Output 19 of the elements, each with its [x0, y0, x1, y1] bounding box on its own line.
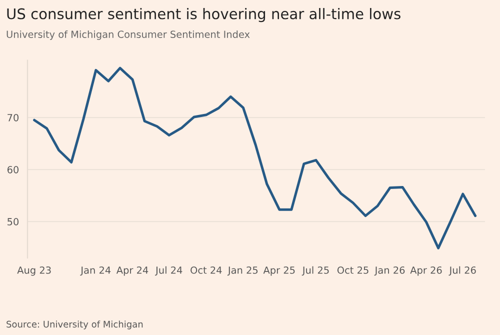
chart-title: US consumer sentiment is hovering near all-time lows: [7, 8, 400, 22]
y-tick-label: 70: [8, 114, 19, 122]
x-tick-label: Apr 24: [116, 266, 148, 276]
x-tick-label: Apr 25: [263, 266, 295, 276]
line-series: [33, 66, 477, 250]
y-tick-label: 60: [7, 166, 19, 174]
x-tick-label: Jul 26: [448, 266, 476, 276]
x-tick-label: Jan 24: [80, 266, 111, 276]
x-tick-label: Aug 23: [17, 266, 51, 276]
chart-subtitle: University of Michigan Consumer Sentiment Index: [6, 30, 250, 40]
x-tick-label: Jul 25: [302, 266, 329, 276]
y-tick-label: 50: [8, 218, 19, 226]
source-note: Source: University of Michigan: [6, 320, 143, 330]
x-tick-label: Oct 24: [190, 266, 222, 274]
x-tick-label: Jul 24: [155, 266, 182, 276]
x-tick-label: Oct 25: [337, 266, 368, 274]
x-tick-label: Jan 25: [227, 266, 258, 276]
x-tick-label: Apr 26: [410, 266, 442, 276]
x-tick-label: Jan 26: [374, 266, 405, 276]
